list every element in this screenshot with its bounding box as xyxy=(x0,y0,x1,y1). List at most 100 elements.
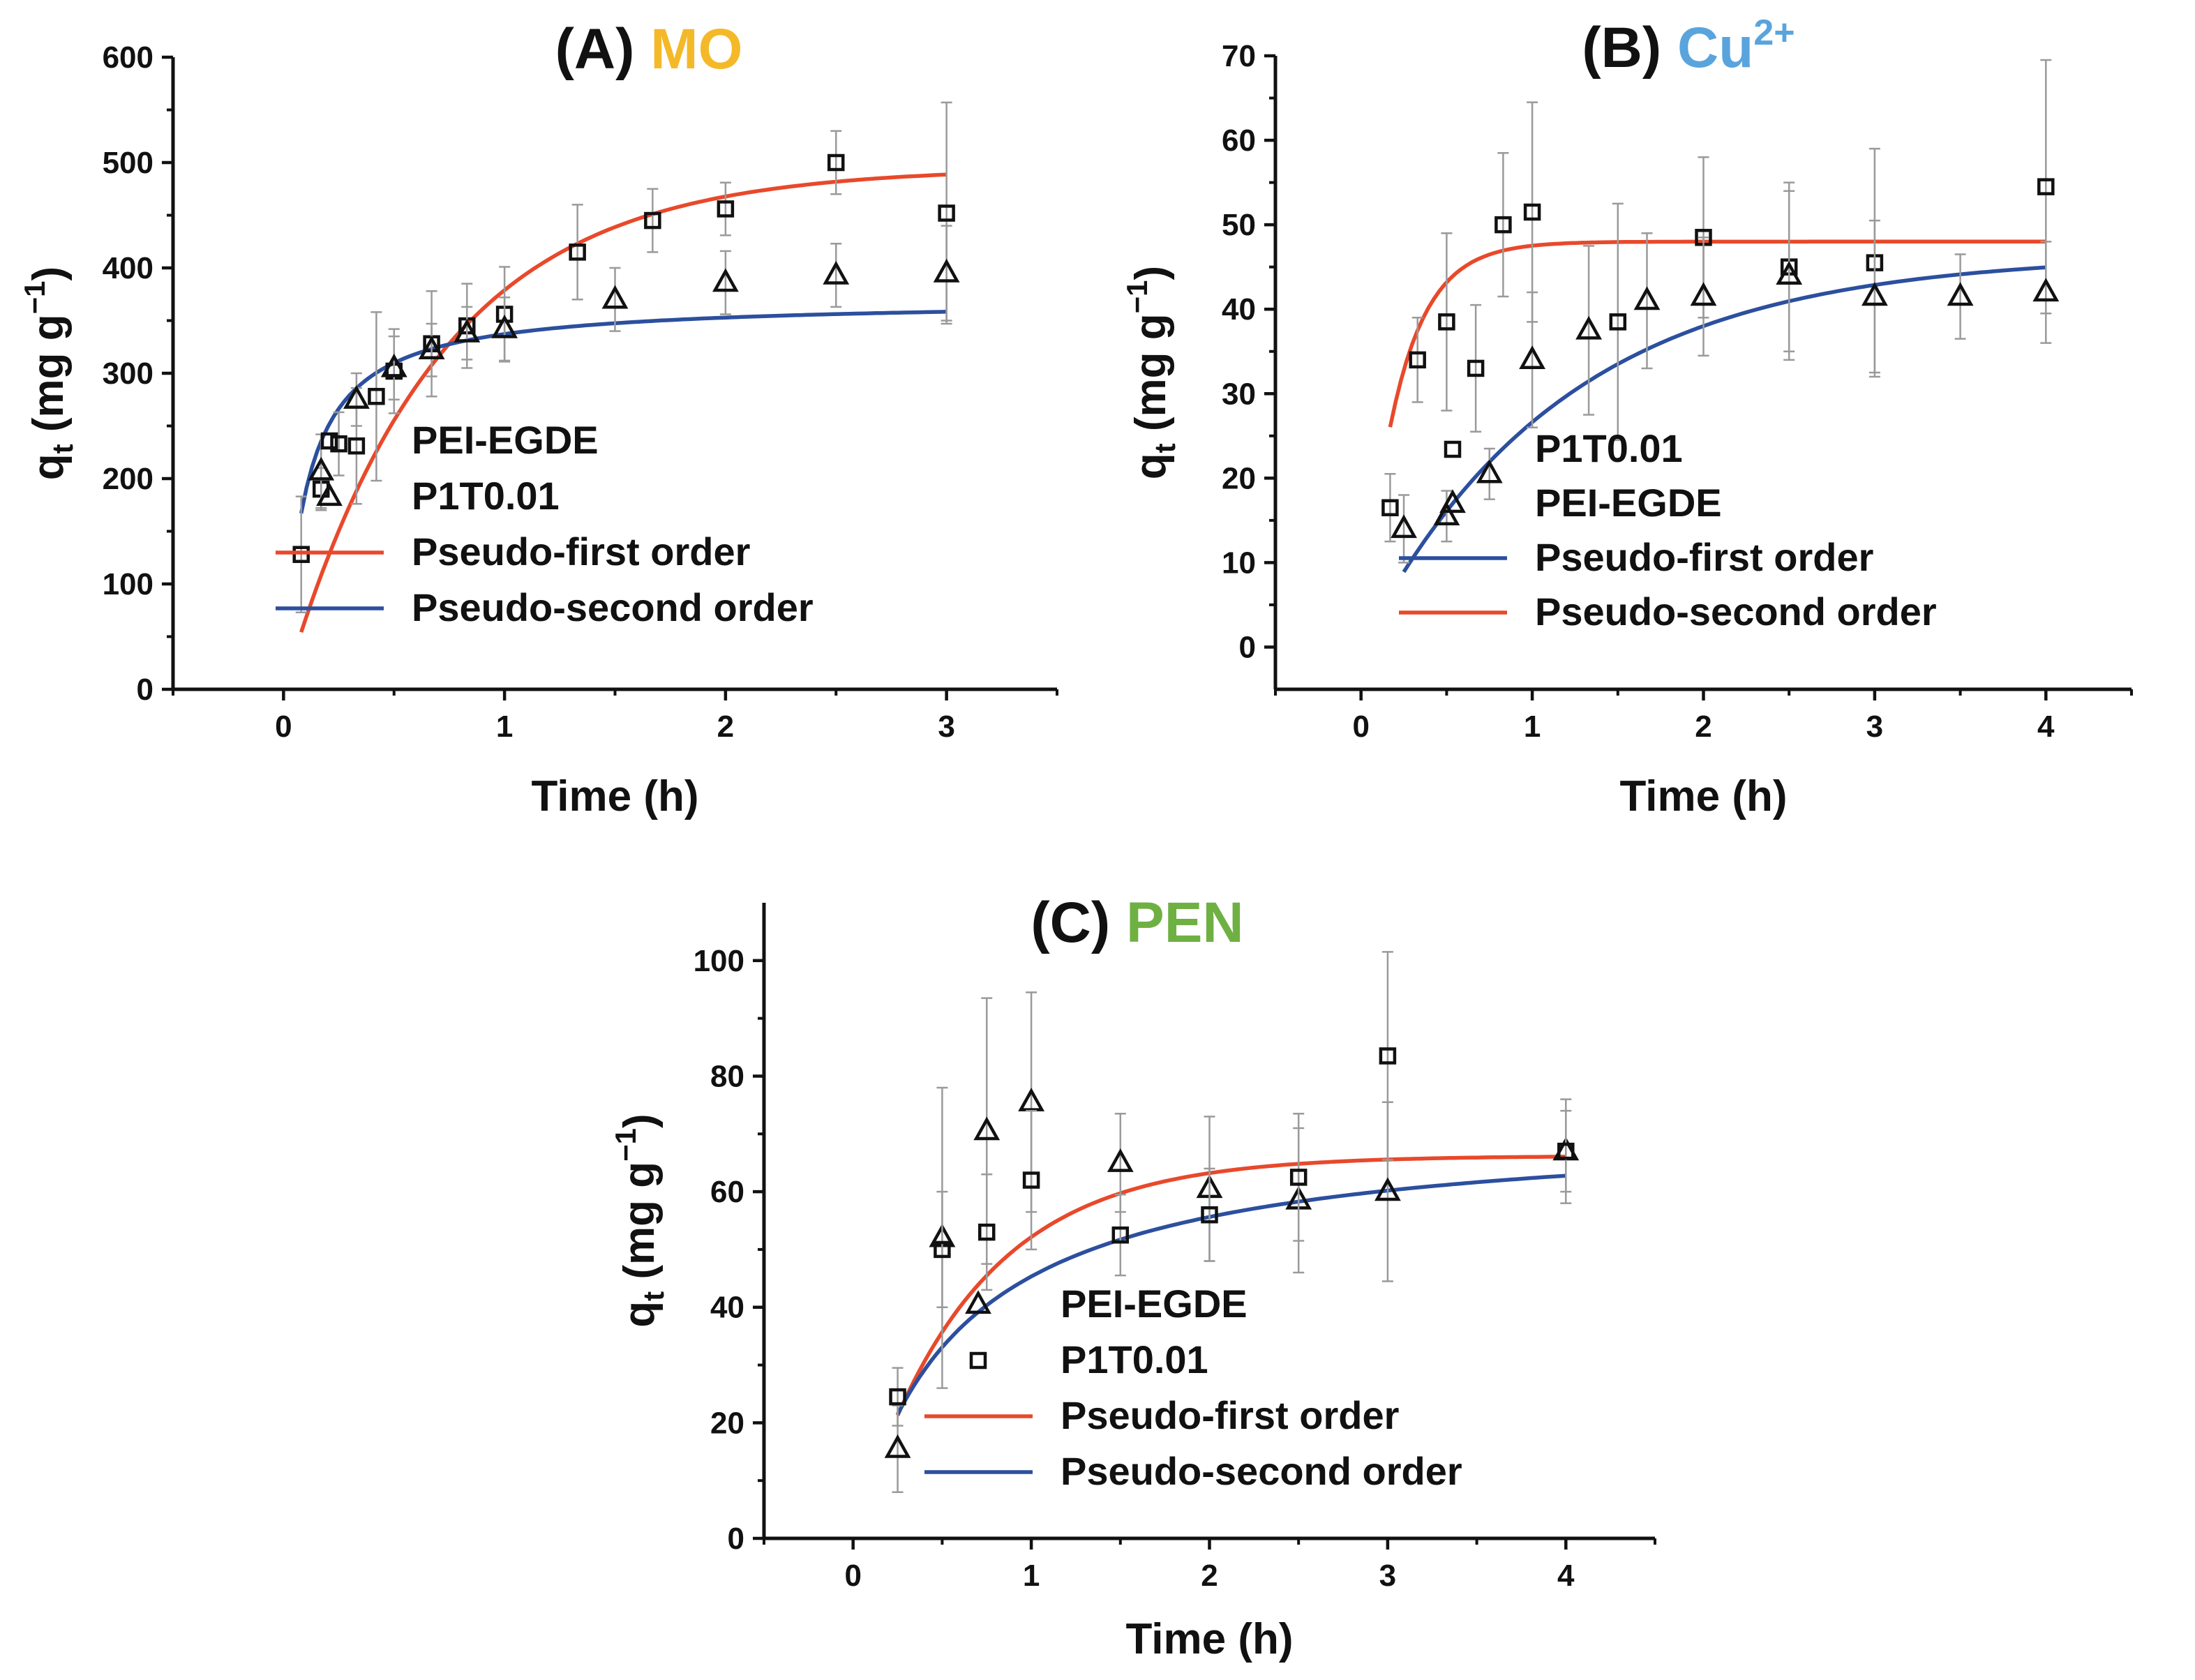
analyte-label: PEN xyxy=(1126,891,1244,954)
y-tick-label: 40 xyxy=(1222,292,1256,327)
panel-title-space xyxy=(1110,891,1126,954)
y-axis-superscript: −1 xyxy=(18,280,51,314)
square-marker xyxy=(569,243,586,261)
triangle-marker xyxy=(973,1116,1001,1141)
x-tick-label: 3 xyxy=(1866,710,1883,744)
y-tick-label: 20 xyxy=(1222,461,1256,495)
fit-curve-pseudo-first-order xyxy=(895,1155,1566,1417)
analyte-label: Cu xyxy=(1677,16,1753,80)
y-axis-title: qt (mg g−1) xyxy=(18,267,79,480)
y-tick-label: 70 xyxy=(1222,39,1256,73)
legend-label: Pseudo-second order xyxy=(1535,590,1937,633)
x-tick-label: 0 xyxy=(1352,710,1369,744)
panel-title-space xyxy=(1661,16,1677,80)
y-axis-title: qt (mg g−1) xyxy=(609,1113,670,1327)
square-marker xyxy=(978,1223,996,1241)
square-marker xyxy=(1201,1206,1218,1224)
legend-label: Pseudo-first order xyxy=(1061,1393,1399,1437)
fit-curve-pseudo-first-order xyxy=(1402,265,2046,573)
x-tick-label: 1 xyxy=(1023,1559,1040,1593)
triangle-marker xyxy=(1433,502,1460,525)
legend-label: Pseudo-first order xyxy=(412,530,750,573)
x-tick-label: 2 xyxy=(1201,1559,1218,1593)
square-marker xyxy=(1438,313,1455,331)
y-tick-label: 40 xyxy=(710,1291,744,1325)
y-axis-close-paren: ) xyxy=(24,267,73,281)
legend-triangle-swatch xyxy=(965,1290,991,1314)
legend-square-swatch xyxy=(320,432,338,450)
triangle-marker xyxy=(491,314,518,338)
series-p1t0-01 xyxy=(1381,59,2055,543)
y-tick-label: 400 xyxy=(103,251,153,285)
x-axis-title: Time (h) xyxy=(532,772,699,820)
square-marker xyxy=(1609,313,1627,331)
x-tick-label: 4 xyxy=(1557,1559,1575,1593)
y-tick-label: 0 xyxy=(1239,630,1256,664)
triangle-marker xyxy=(1633,286,1661,310)
x-tick-label: 0 xyxy=(275,710,292,744)
triangle-marker xyxy=(380,353,407,377)
panel-c: 0 20 40 60 80 100 0 1 2 3 4 Time (h) qt (mg g−1) (C) … xyxy=(609,891,1656,1663)
y-axis-symbol: q xyxy=(615,1301,664,1328)
legend-square-swatch xyxy=(969,1351,987,1370)
y-axis-subscript: t xyxy=(637,1291,670,1301)
panel-label: (A) xyxy=(555,17,635,81)
legend-label: PEI-EGDE xyxy=(412,418,599,462)
y-axis-title: qt (mg g−1) xyxy=(1121,266,1181,479)
triangle-marker xyxy=(1391,514,1417,539)
panel-label: (B) xyxy=(1582,16,1661,80)
y-tick-label: 60 xyxy=(710,1175,744,1209)
y-tick-label: 0 xyxy=(137,673,153,707)
y-tick-label: 100 xyxy=(694,944,744,978)
legend-label: PEI-EGDE xyxy=(1061,1282,1248,1326)
series-p1t0-01 xyxy=(308,225,960,509)
triangle-marker xyxy=(1476,459,1503,483)
x-tick-label: 1 xyxy=(1524,710,1541,744)
square-marker xyxy=(1467,359,1485,377)
fit-curve-pseudo-second-order xyxy=(896,1173,1566,1416)
legend-label: Pseudo-second order xyxy=(1061,1449,1462,1493)
triangle-marker xyxy=(418,336,445,359)
legend: P1T0.01 PEI-EGDE Pseudo-first order Pseudo-… xyxy=(1399,426,1937,633)
triangle-marker xyxy=(601,285,629,309)
x-axis-title: Time (h) xyxy=(1126,1615,1294,1663)
x-axis-title: Time (h) xyxy=(1620,772,1788,820)
y-axis-units: (mg g xyxy=(24,314,73,444)
y-axis-symbol: q xyxy=(1127,453,1175,479)
legend-label: P1T0.01 xyxy=(1535,426,1683,470)
x-tick-label: 3 xyxy=(1379,1559,1396,1593)
square-marker xyxy=(2037,178,2055,195)
square-marker xyxy=(1379,1047,1397,1065)
triangle-marker xyxy=(1947,282,1974,306)
square-marker xyxy=(827,153,845,172)
triangle-marker xyxy=(1018,1087,1045,1111)
fit-curve-pseudo-second-order xyxy=(299,310,947,514)
y-tick-label: 60 xyxy=(1222,123,1256,158)
y-axis-close-paren: ) xyxy=(1127,266,1175,280)
x-tick-label: 2 xyxy=(717,710,734,744)
y-tick-label: 30 xyxy=(1222,377,1256,411)
fit-curve-pseudo-second-order xyxy=(1388,239,2046,428)
triangle-marker xyxy=(308,456,335,481)
square-marker xyxy=(347,437,366,455)
y-axis-subscript: t xyxy=(1148,443,1181,453)
square-marker xyxy=(938,204,955,222)
y-tick-label: 600 xyxy=(103,40,153,75)
legend: PEI-EGDE P1T0.01 Pseudo-first order Pseudo-… xyxy=(276,418,814,629)
x-tick-label: 4 xyxy=(2037,710,2055,744)
series-pei-egde xyxy=(1391,190,2060,564)
y-axis-superscript: −1 xyxy=(1121,280,1153,313)
y-tick-label: 50 xyxy=(1222,208,1256,242)
square-marker xyxy=(889,1388,906,1406)
fit-curve-pseudo-first-order xyxy=(299,172,947,633)
legend-label: PEI-EGDE xyxy=(1535,481,1722,525)
legend-label: Pseudo-second order xyxy=(412,585,814,629)
square-marker xyxy=(330,435,347,453)
square-marker xyxy=(368,387,385,405)
square-marker xyxy=(644,211,661,230)
triangle-marker xyxy=(884,1434,911,1458)
square-marker xyxy=(1111,1226,1130,1244)
legend-triangle-swatch xyxy=(316,482,343,507)
panel-title: (C) PEN xyxy=(1031,891,1243,954)
